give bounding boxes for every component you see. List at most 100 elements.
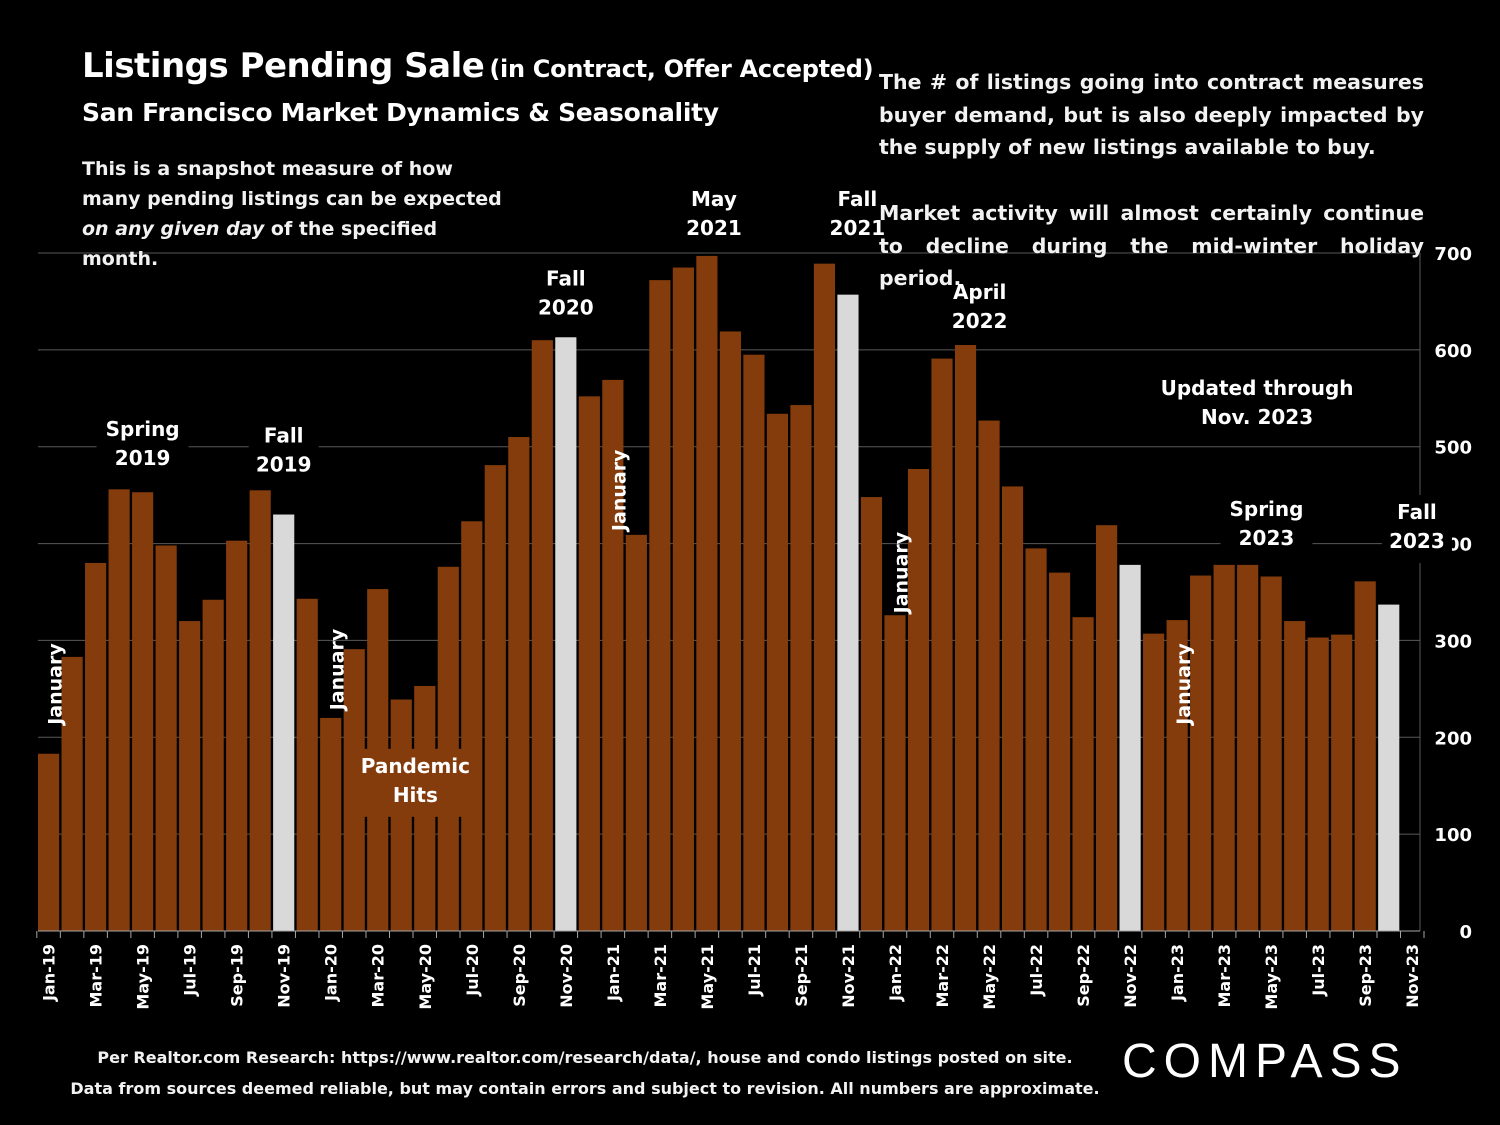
bar-sep-19 [226, 540, 248, 931]
bar-jul-22 [1025, 548, 1047, 931]
bar-aug-23 [1331, 634, 1353, 931]
bar-mar-19 [85, 562, 107, 931]
holiday-note: Market activity will almost certainly co… [879, 201, 1424, 290]
bar-jun-23 [1284, 621, 1306, 931]
x-tick-label: Jul-20 [463, 944, 482, 997]
x-tick-label: Mar-21 [651, 944, 670, 1008]
bar-jul-20 [461, 521, 483, 931]
x-tick-label: May-23 [1262, 944, 1281, 1010]
bar-sep-22 [1072, 617, 1094, 931]
x-tick-label: Jul-21 [745, 944, 764, 997]
bar-oct-20 [531, 340, 553, 932]
bar-jan-20 [320, 717, 342, 931]
x-tick-label: Sep-23 [1356, 944, 1375, 1007]
annotation-background [1381, 495, 1452, 564]
annotation-label: May 2021 [686, 187, 742, 240]
bar-may-19 [132, 492, 154, 931]
annotation-background [96, 411, 189, 480]
bar-jan-19 [38, 753, 60, 931]
x-tick-label: Jul-22 [1027, 944, 1046, 997]
x-tick-label: May-19 [134, 944, 153, 1010]
compass-logo: COMPASS [1122, 1035, 1408, 1088]
bar-sep-23 [1354, 581, 1376, 931]
annotation-label: Fall 2023 [1389, 500, 1445, 553]
annotation-background [1161, 371, 1353, 440]
bar-may-23 [1260, 576, 1282, 931]
annotations: Spring 2019 Fall 2019 Fall 2020 May 2021 Fall 202… [44, 182, 1452, 817]
x-tick-label: Jan-23 [1168, 944, 1187, 1002]
bar-jan-22 [884, 615, 906, 931]
bar-aug-21 [766, 413, 789, 932]
x-tick-label: Mar-23 [1215, 944, 1234, 1008]
bar-dec-22 [1143, 633, 1165, 931]
bar-feb-22 [907, 468, 930, 931]
x-tick-label: Jan-19 [40, 944, 59, 1002]
bar-jul-23 [1307, 637, 1329, 931]
annotation-label: April 2022 [952, 280, 1008, 333]
bar-dec-20 [578, 396, 600, 931]
y-tick-label: 500 [1434, 438, 1472, 459]
snapshot-text-b: of the specified month. [82, 218, 438, 270]
y-tick-label: 600 [1434, 341, 1472, 362]
x-axis: Jan-19 Mar-19 May-19 Jul-19 Sep-19 Nov-19 Jan-… [36, 931, 1425, 1010]
bar-oct-19 [249, 490, 271, 931]
january-label: January [609, 449, 631, 533]
x-tick-label: Nov-23 [1403, 944, 1422, 1008]
bar-jun-19 [155, 545, 177, 931]
bar-feb-23 [1190, 575, 1212, 931]
x-tick-label: Sep-20 [510, 944, 529, 1007]
x-tick-label: May-21 [698, 944, 717, 1010]
x-tick-label: Sep-21 [792, 944, 811, 1007]
bar-jun-21 [719, 331, 741, 931]
january-label: January [326, 628, 348, 712]
x-tick-label: Nov-20 [557, 944, 576, 1008]
annotation-background [530, 261, 601, 330]
january-label: January [44, 643, 66, 727]
annotation-background [1220, 492, 1313, 561]
annotation-background [248, 418, 319, 487]
bar-nov-19 [273, 514, 295, 931]
x-tick-label: Nov-22 [1121, 944, 1140, 1008]
bar-dec-21 [860, 497, 883, 931]
bar-mar-22 [931, 358, 953, 931]
chart-title: Listings Pending Sale [82, 46, 485, 86]
y-tick-label: 100 [1434, 825, 1472, 846]
bar-aug-20 [484, 465, 506, 931]
x-tick-label: May-22 [980, 944, 999, 1010]
bar-aug-19 [202, 599, 224, 931]
bar-may-21 [696, 255, 718, 932]
bar-feb-19 [61, 656, 83, 931]
bar-mar-21 [649, 280, 671, 931]
x-tick-label: Mar-19 [87, 944, 106, 1008]
x-tick-label: Jul-19 [181, 944, 200, 997]
chart-title-parenthetical: (in Contract, Offer Accepted) [489, 55, 874, 83]
bar-oct-21 [813, 263, 836, 931]
annotation-label: Fall 2021 [830, 187, 886, 240]
snapshot-text-emphasis: on any given day [82, 218, 265, 240]
annotation-background [358, 748, 473, 817]
january-label: January [1173, 643, 1195, 727]
y-tick-label: 700 [1434, 244, 1472, 265]
x-tick-label: May-20 [416, 944, 435, 1010]
bar-nov-21 [837, 294, 859, 931]
demand-note: The # of listings going into contract me… [879, 70, 1424, 159]
annotation-label: Fall 2019 [256, 424, 312, 477]
y-tick-label: 300 [1434, 631, 1472, 652]
bar-nov-20 [555, 337, 577, 931]
bar-oct-22 [1096, 525, 1118, 931]
x-tick-label: Mar-22 [933, 944, 952, 1008]
annotation-label: Fall 2020 [538, 267, 594, 320]
chart-subtitle: San Francisco Market Dynamics & Seasonal… [82, 98, 719, 127]
title-line: Listings Pending Sale (in Contract, Offe… [82, 46, 874, 86]
bars [38, 255, 1420, 932]
annotation-background [822, 182, 893, 251]
bar-feb-20 [343, 649, 365, 931]
annotation-label: Spring 2019 [106, 417, 180, 470]
bar-dec-19 [296, 598, 318, 931]
bar-jul-21 [743, 354, 765, 931]
annotation-label: Updated through Nov. 2023 [1161, 376, 1354, 429]
bar-jan-23 [1166, 620, 1188, 931]
x-tick-label: Jan-20 [322, 944, 341, 1002]
bar-apr-23 [1237, 564, 1259, 931]
